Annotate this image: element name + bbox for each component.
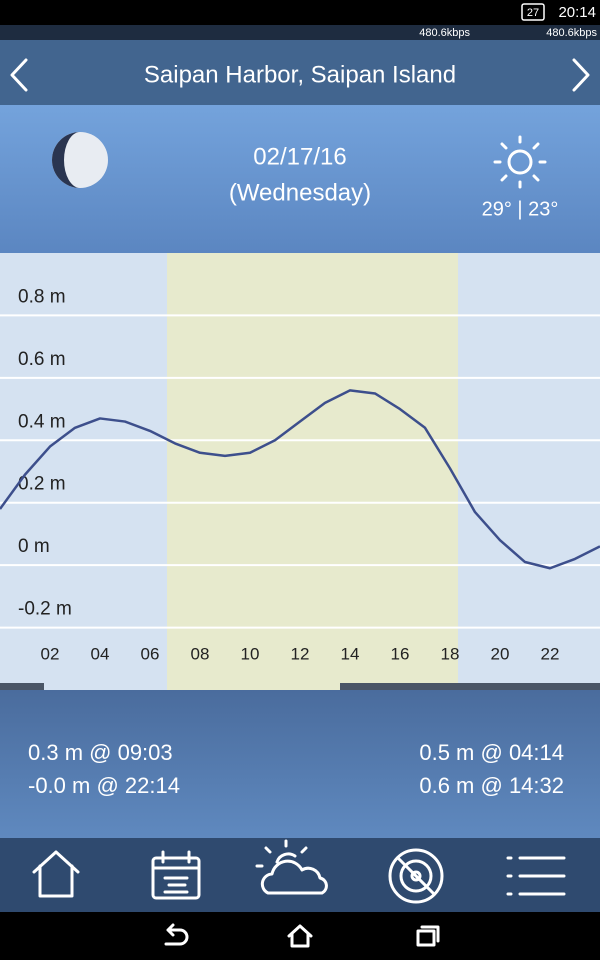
x-tick-label: 22: [541, 644, 560, 663]
x-tick-label: 06: [141, 644, 160, 663]
system-nav: [0, 912, 600, 960]
next-button[interactable]: [572, 58, 590, 92]
upload-speed: 480.6kbps: [419, 27, 470, 39]
weather-tab[interactable]: [255, 839, 328, 895]
x-tick-label: 16: [391, 644, 410, 663]
radar-tab[interactable]: [388, 848, 444, 904]
sun-icon: [493, 135, 547, 189]
prev-button[interactable]: [10, 58, 28, 92]
x-tick-label: 08: [191, 644, 210, 663]
speed-bar: [0, 25, 600, 40]
header: [0, 40, 600, 105]
x-tick-label: 18: [441, 644, 460, 663]
high-tide: 0.6 m @ 14:32: [419, 773, 564, 798]
y-tick-label: 0.4 m: [18, 411, 66, 432]
y-tick-label: 0 m: [18, 536, 50, 557]
y-tick-label: 0.2 m: [18, 474, 66, 495]
x-tick-label: 12: [291, 644, 310, 663]
clock: 20:14: [558, 4, 596, 21]
battery-level: 27: [527, 7, 539, 19]
home-button[interactable]: [287, 924, 313, 948]
calendar-tab[interactable]: [151, 850, 201, 900]
recents-button[interactable]: [416, 925, 440, 947]
download-speed: 480.6kbps: [546, 27, 597, 39]
back-button[interactable]: [164, 923, 189, 946]
moon-icon: [52, 132, 108, 188]
high-tide: 0.5 m @ 04:14: [419, 740, 564, 765]
low-tide: 0.3 m @ 09:03: [28, 740, 173, 765]
home-tab[interactable]: [32, 850, 80, 898]
battery-icon: [521, 3, 545, 21]
y-tick-label: 0.8 m: [18, 286, 66, 307]
menu-tab[interactable]: [506, 856, 566, 896]
x-tick-label: 20: [491, 644, 510, 663]
temperature: 29° | 23°: [482, 198, 559, 220]
date: 02/17/16: [253, 143, 346, 170]
x-tick-label: 04: [91, 644, 110, 663]
weekday: (Wednesday): [229, 179, 371, 206]
y-tick-label: 0.6 m: [18, 349, 66, 370]
tides-panel: [0, 690, 600, 838]
x-tick-label: 14: [341, 644, 360, 663]
progress-segment: [340, 683, 600, 690]
daylight-band: [167, 253, 458, 690]
location-title: Saipan Harbor, Saipan Island: [144, 61, 456, 88]
low-tide: -0.0 m @ 22:14: [28, 773, 180, 798]
bottom-nav: [0, 838, 600, 912]
tide-chart: -0.2 m 0 m 0.2 m 0.4 m 0.6 m 0.8 m 02 04 06 08 10 1…: [0, 253, 600, 690]
x-tick-label: 10: [241, 644, 260, 663]
status-bar: [0, 0, 600, 25]
y-tick-label: -0.2 m: [18, 599, 72, 620]
progress-segment: [0, 683, 44, 690]
tide-line: [0, 389, 600, 570]
x-tick-label: 02: [41, 644, 60, 663]
